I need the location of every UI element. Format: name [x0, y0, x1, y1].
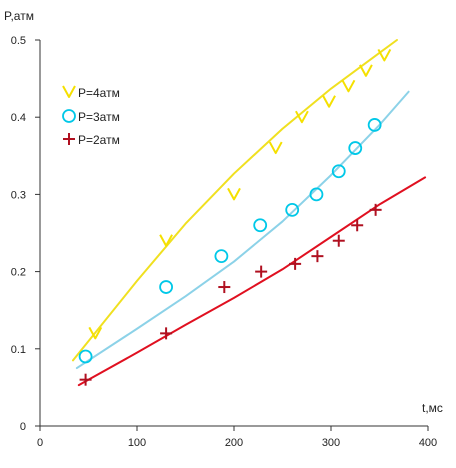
data-point-series-3: [289, 257, 302, 270]
y-axis-title: P,атм: [4, 9, 34, 23]
legend-symbol-3: [63, 133, 75, 145]
data-point-series-1: [88, 326, 103, 340]
data-point-series-1: [268, 141, 283, 155]
y-tick-label: 0.3: [11, 189, 26, 201]
y-tick-label: 0: [20, 421, 26, 433]
fit-line-series-2: [75, 90, 410, 370]
fit-line-series-3: [77, 176, 427, 387]
data-point-series-2: [159, 280, 174, 294]
legend-symbol-1: [62, 85, 76, 98]
data-point-series-3: [160, 327, 173, 340]
legend-label-1: P=4атм: [78, 86, 120, 100]
data-point-series-1: [159, 234, 173, 247]
data-point-series-2: [367, 118, 382, 132]
data-point-series-1: [227, 187, 241, 201]
fit-lines: [71, 39, 427, 387]
data-point-series-2: [348, 141, 363, 155]
legend-item-3: P=2атм: [63, 133, 120, 147]
data-point-series-2: [331, 164, 346, 179]
x-tick-label: 100: [128, 437, 146, 449]
x-tick-label: 0: [37, 437, 43, 449]
legend-marker-1: [62, 85, 76, 98]
x-tick-label: 400: [419, 437, 437, 449]
data-point-series-3: [79, 373, 92, 386]
data-point-series-3: [369, 203, 382, 216]
data-point-series-2: [285, 202, 300, 217]
data-point-series-3: [351, 219, 364, 232]
data-point-series-1: [341, 79, 356, 93]
ticks: 0 100 200 300 400 0 0.1 0.2 0.3 0.4 0.5: [11, 35, 437, 449]
legend-marker-3: [63, 133, 75, 145]
x-tick-label: 300: [322, 437, 340, 449]
fit-line-series-1: [71, 39, 398, 362]
data-point-series-2: [214, 249, 229, 264]
data-point-series-1: [295, 110, 309, 124]
data-point-series-1: [377, 48, 392, 62]
y-tick-label: 0.2: [11, 267, 26, 279]
data-point-series-2: [309, 187, 324, 202]
y-tick-label: 0.5: [11, 35, 26, 47]
markers: [78, 48, 392, 386]
x-axis-title: t,мс: [422, 401, 443, 415]
legend-symbol-2: [62, 109, 76, 123]
legend: P=4атм P=3атм P=2атм: [62, 85, 120, 147]
data-point-series-3: [311, 250, 324, 263]
legend-marker-2: [62, 109, 76, 123]
data-point-series-2: [78, 349, 93, 364]
data-point-series-2: [253, 218, 268, 233]
legend-item-2: P=3атм: [62, 109, 120, 124]
x-tick-label: 200: [225, 437, 243, 449]
y-tick-label: 0.1: [11, 344, 26, 356]
legend-label-3: P=2атм: [78, 133, 120, 147]
y-tick-label: 0.4: [11, 112, 26, 124]
data-point-series-1: [359, 64, 373, 77]
legend-label-2: P=3атм: [78, 110, 120, 124]
data-point-series-3: [255, 265, 268, 278]
legend-item-1: P=4атм: [62, 85, 120, 100]
data-point-series-3: [218, 281, 231, 294]
data-point-series-3: [332, 234, 345, 247]
data-point-series-1: [322, 95, 336, 108]
